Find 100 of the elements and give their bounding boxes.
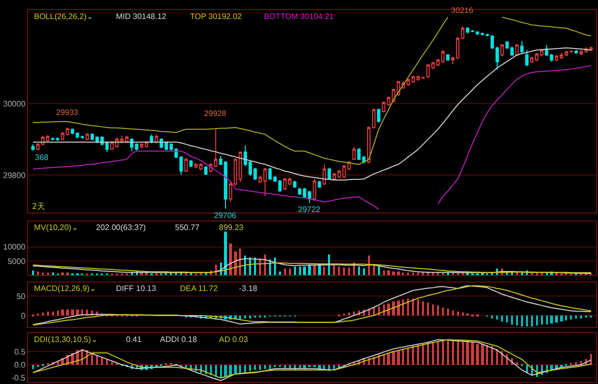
bar (486, 345, 488, 366)
bar (427, 342, 429, 366)
bar (279, 271, 281, 276)
bar (457, 341, 459, 366)
annotation: 29706 (214, 211, 237, 220)
bar (249, 365, 251, 372)
chart-title: DDI(13,30,10,5)⌄ (34, 335, 98, 344)
bar (476, 344, 479, 366)
bar (442, 341, 444, 366)
bar (239, 248, 241, 276)
annotation: 29928 (204, 109, 227, 118)
bar (289, 268, 291, 276)
bar (447, 308, 449, 316)
bar (378, 266, 380, 276)
bar (422, 301, 424, 316)
bar (457, 311, 459, 316)
bar (259, 365, 261, 370)
bar (442, 307, 444, 316)
bar (66, 272, 69, 276)
candlestick (328, 167, 331, 181)
bar (491, 346, 493, 366)
bar (550, 315, 553, 324)
bar (269, 365, 271, 370)
bar (37, 271, 39, 276)
bar (244, 365, 246, 374)
bar (348, 267, 350, 276)
y-tick-label: 29800 (3, 170, 26, 180)
candlestick (204, 166, 208, 176)
bar (392, 301, 395, 316)
bar (328, 254, 330, 276)
candlestick (322, 164, 326, 186)
bar (383, 354, 385, 366)
bar (323, 266, 325, 276)
bar (466, 342, 469, 366)
annotation: 29933 (56, 108, 79, 117)
bar (575, 362, 577, 366)
bar (387, 270, 390, 276)
bar (392, 351, 395, 366)
bar (61, 272, 64, 276)
bar (580, 315, 582, 318)
y-tick-label: 0 (20, 311, 26, 320)
candlestick (318, 180, 322, 188)
bar (32, 365, 34, 370)
bar (96, 355, 98, 366)
bar (590, 354, 592, 366)
bar (363, 268, 365, 276)
annotation: TOP 30192.02 (190, 12, 242, 21)
y-tick-label: -0.5 (12, 374, 26, 383)
bar (536, 315, 538, 326)
bar (397, 271, 400, 276)
bar (516, 315, 518, 326)
annotation: 550.77 (175, 223, 200, 232)
bar (387, 353, 390, 366)
bar (452, 310, 454, 316)
bar (284, 268, 286, 276)
bar (348, 312, 350, 316)
bar (52, 272, 54, 276)
candlestick (376, 108, 380, 124)
bar (516, 272, 518, 276)
bar (422, 272, 424, 276)
bar (224, 365, 227, 378)
annotation: 202.00(63:37) (96, 223, 146, 232)
bar (496, 349, 498, 366)
bar (565, 315, 567, 320)
chart-title: MV(10,20)⌄ (34, 223, 78, 232)
bar (397, 300, 400, 316)
bar (249, 315, 251, 318)
bar (387, 303, 390, 316)
bar (541, 315, 543, 324)
bar (462, 341, 464, 366)
y-tick-label: 0.5 (14, 347, 26, 356)
bar (229, 365, 232, 376)
bar (496, 315, 498, 320)
bar (501, 315, 503, 322)
bar (531, 315, 533, 326)
bar (511, 272, 513, 276)
annotation: ADDI 0.18 (160, 335, 198, 344)
bar (338, 266, 340, 276)
annotation: AD 0.03 (219, 335, 248, 344)
y-tick-label: 50 (16, 292, 26, 301)
candlestick (31, 144, 35, 152)
annotation: 368 (35, 153, 49, 162)
bar (57, 310, 59, 316)
bar (299, 266, 301, 276)
bar (101, 357, 103, 366)
bar (383, 270, 385, 276)
bar (546, 315, 548, 324)
bar (61, 309, 64, 316)
annotation: 29722 (298, 205, 321, 214)
bar (575, 315, 577, 318)
bar (66, 309, 69, 316)
bar (42, 312, 44, 316)
bar (417, 272, 419, 276)
bar (224, 231, 227, 276)
bar (333, 264, 335, 276)
bar (234, 251, 237, 276)
bar (303, 266, 306, 276)
bar (506, 315, 508, 322)
bar (407, 348, 409, 366)
candlestick (520, 40, 524, 54)
